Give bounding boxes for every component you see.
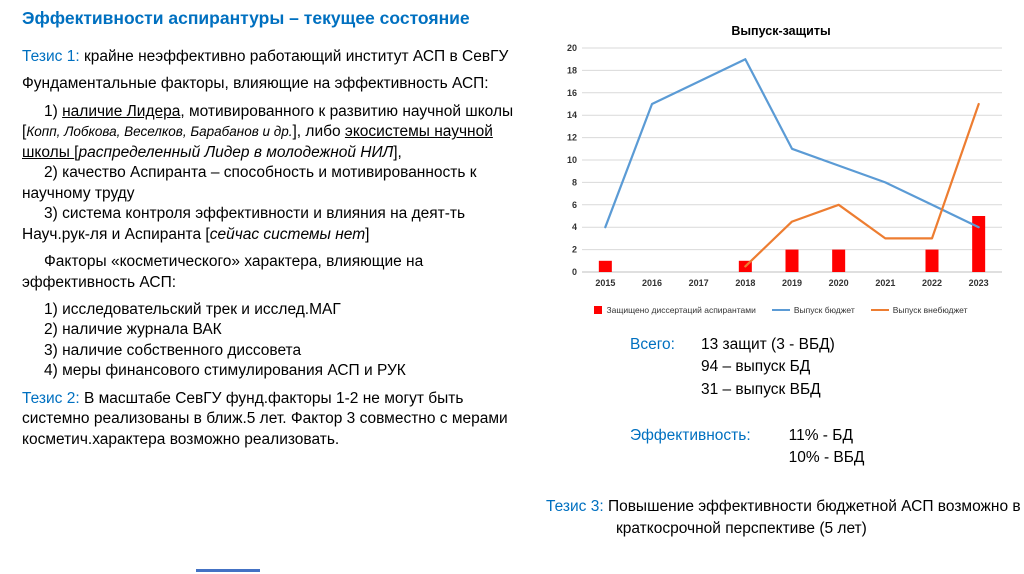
thesis-3-paragraph: Тезис 3: Повышение эффективности бюджетн… bbox=[546, 496, 1024, 539]
fundamental-factors-heading: Фундаментальные факторы, влияющие на эфф… bbox=[22, 74, 516, 94]
efficiency-values: 11% - БД 10% - ВБД bbox=[789, 425, 865, 470]
text-segment: Фундаментальные факторы, влияющие на эфф… bbox=[22, 75, 489, 93]
efficiency-budget: 11% - БД bbox=[788, 427, 853, 444]
svg-text:8: 8 bbox=[572, 177, 577, 187]
text-segment: Повышение эффективности бюджетной АСП во… bbox=[607, 498, 1021, 537]
efficiency-offbudget: 10% - ВБД bbox=[788, 449, 865, 467]
left-text-column: Тезис 1: крайне неэффективно работающий … bbox=[22, 47, 516, 457]
legend-label: Выпуск внебюджет bbox=[892, 305, 968, 315]
text-segment: 2) качество Аспиранта – способность и мо… bbox=[22, 164, 477, 202]
svg-text:16: 16 bbox=[567, 88, 577, 98]
text-segment: ], либо bbox=[292, 123, 345, 141]
total-budget-graduates: 94 – выпуск БД bbox=[700, 358, 811, 376]
text-segment: В масштабе СевГУ фунд.факторы 1-2 не мог… bbox=[22, 389, 508, 448]
chart-block: Выпуск-защиты 0 2 4 6 8 10 12 14 16 18 20 2015 2016 2… bbox=[546, 24, 1016, 315]
cosmetic-item-3: 3) наличие собственного диссовета bbox=[22, 341, 516, 361]
text-segment: Тезис 2: bbox=[22, 389, 84, 407]
bottom-accent-line bbox=[196, 569, 260, 572]
thesis-1-paragraph: Тезис 1: крайне неэффективно работающий … bbox=[22, 47, 516, 67]
svg-text:18: 18 bbox=[567, 65, 577, 75]
totals-label: Всего: bbox=[630, 336, 675, 353]
cosmetic-factors-heading: Факторы «косметического» характера, влия… bbox=[22, 252, 516, 293]
text-segment: 1) bbox=[44, 102, 63, 120]
legend-item-offbudget: Выпуск внебюджет bbox=[870, 305, 968, 315]
fundamental-item-3: 3) система контроля эффективности и влия… bbox=[22, 204, 516, 245]
cosmetic-item-2: 2) наличие журнала ВАК bbox=[22, 320, 516, 340]
text-segment: 2) наличие журнала ВАК bbox=[44, 321, 222, 339]
svg-text:2020: 2020 bbox=[829, 278, 849, 288]
svg-text:2019: 2019 bbox=[782, 278, 802, 288]
efficiency-label: Эффективность: bbox=[630, 427, 751, 444]
legend-item-defended: Защищено диссертаций аспирантами bbox=[594, 305, 756, 315]
svg-text:2016: 2016 bbox=[642, 278, 662, 288]
svg-text:2023: 2023 bbox=[969, 278, 989, 288]
text-segment: , мотивированного к развитию научной шко… bbox=[22, 102, 514, 141]
svg-text:20: 20 bbox=[567, 43, 577, 53]
total-offbudget-graduates: 31 – выпуск ВБД bbox=[700, 380, 821, 398]
bar-swatch-icon bbox=[594, 306, 603, 314]
text-segment: Копп, Лобкова, Веселков, Барабанов и др. bbox=[26, 124, 293, 140]
page-title: Эффективности аспирантуры – текущее сост… bbox=[22, 8, 470, 28]
combo-chart: 0 2 4 6 8 10 12 14 16 18 20 2015 2016 2017 2018 2019 202… bbox=[567, 43, 1002, 288]
text-segment: Факторы «косметического» характера, влия… bbox=[22, 253, 424, 291]
thesis-2-paragraph: Тезис 2: В масштабе СевГУ фунд.факторы 1… bbox=[22, 389, 516, 450]
svg-text:14: 14 bbox=[567, 110, 577, 120]
text-segment: [ bbox=[74, 143, 79, 161]
line-swatch-icon bbox=[771, 308, 790, 312]
svg-text:2: 2 bbox=[572, 245, 577, 255]
svg-text:2021: 2021 bbox=[875, 278, 895, 288]
text-segment: 3) система контроля эффективности и влия… bbox=[22, 205, 466, 243]
text-segment: экосистемы научной школы bbox=[22, 123, 493, 161]
svg-text:2022: 2022 bbox=[922, 278, 942, 288]
text-segment: распределенный Лидер в молодежной НИЛ bbox=[78, 143, 394, 161]
text-segment: сейчас системы нет bbox=[209, 225, 366, 243]
svg-text:0: 0 bbox=[572, 267, 577, 277]
svg-text:2015: 2015 bbox=[595, 278, 615, 288]
legend-label: Защищено диссертаций аспирантами bbox=[606, 305, 756, 315]
text-segment: ], bbox=[393, 143, 402, 161]
svg-text:2018: 2018 bbox=[735, 278, 755, 288]
text-segment: наличие Лидера bbox=[62, 102, 181, 120]
cosmetic-item-4: 4) меры финансового стимулирования АСП и… bbox=[22, 361, 516, 381]
svg-text:4: 4 bbox=[572, 222, 577, 232]
legend-label: Выпуск бюджет bbox=[793, 305, 855, 315]
totals-block: Всего: 13 защит (3 - ВБД) 94 – выпуск БД… bbox=[630, 334, 835, 401]
fundamental-item-2: 2) качество Аспиранта – способность и мо… bbox=[22, 163, 516, 204]
svg-text:10: 10 bbox=[567, 155, 577, 165]
line-swatch-icon bbox=[870, 308, 889, 312]
fundamental-item-1: 1) наличие Лидера, мотивированного к раз… bbox=[22, 102, 516, 163]
text-segment: Тезис 3: bbox=[546, 498, 608, 515]
text-segment: Тезис 1: bbox=[22, 48, 84, 65]
text-segment: 1) исследовательский трек и исслед.МАГ bbox=[44, 300, 341, 318]
text-segment: 3) наличие собственного диссовета bbox=[44, 341, 302, 359]
svg-text:12: 12 bbox=[567, 133, 577, 143]
total-defended: 13 защит (3 - ВБД) bbox=[700, 336, 835, 353]
text-segment: 4) меры финансового стимулирования АСП и… bbox=[44, 362, 406, 380]
cosmetic-item-1: 1) исследовательский трек и исслед.МАГ bbox=[22, 300, 516, 320]
svg-text:6: 6 bbox=[572, 200, 577, 210]
efficiency-block: Эффективность: 11% - БД 10% - ВБД bbox=[630, 425, 864, 470]
text-segment: крайне неэффективно работающий институт … bbox=[83, 48, 509, 65]
svg-text:2017: 2017 bbox=[689, 278, 709, 288]
totals-values: 13 защит (3 - ВБД) 94 – выпуск БД 31 – в… bbox=[701, 334, 835, 401]
chart-legend: Защищено диссертаций аспирантами Выпуск … bbox=[546, 305, 1016, 315]
legend-item-budget: Выпуск бюджет bbox=[771, 305, 855, 315]
text-segment: ] bbox=[365, 225, 370, 243]
chart-title: Выпуск-защиты bbox=[731, 24, 831, 38]
